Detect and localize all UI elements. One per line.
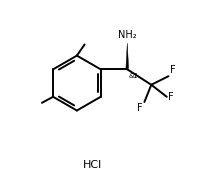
Text: F: F bbox=[168, 92, 174, 102]
Polygon shape bbox=[126, 43, 129, 69]
Text: F: F bbox=[138, 103, 143, 113]
Text: NH₂: NH₂ bbox=[118, 30, 137, 40]
Text: &1: &1 bbox=[129, 73, 139, 79]
Text: HCl: HCl bbox=[83, 160, 102, 170]
Text: F: F bbox=[170, 65, 175, 75]
